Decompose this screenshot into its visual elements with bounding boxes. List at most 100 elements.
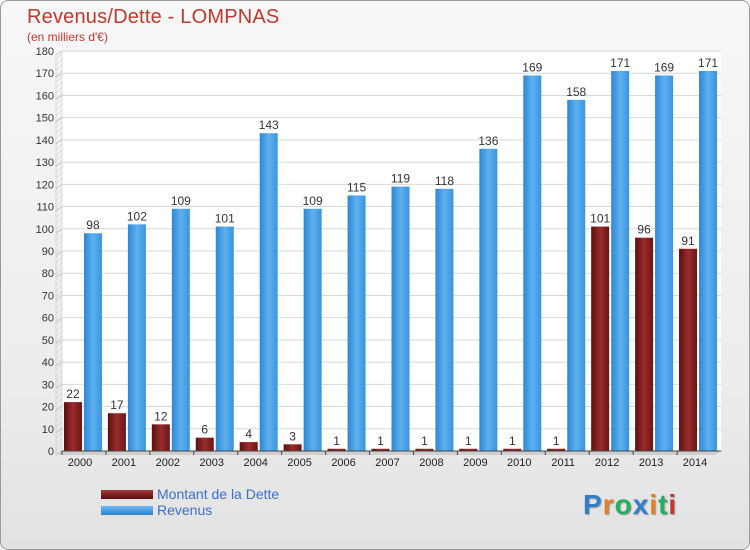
x-tick-label: 2000 [68,457,92,469]
data-label: 1 [553,434,560,448]
logo-letter: x [632,489,650,520]
bar-revenus [391,186,410,452]
bar-dette [327,448,346,451]
logo-letter: i [649,489,659,520]
bar-dette [415,448,434,451]
bar-dette [151,424,170,451]
data-label: 17 [110,398,124,412]
x-tick-label: 2012 [595,457,619,469]
data-label: 101 [215,212,235,226]
gridline-wall [55,139,63,145]
x-tick-label: 2007 [375,457,399,469]
bar-dette [459,448,478,451]
x-tick-label: 2004 [243,457,267,469]
bar-dette [63,402,82,451]
plot-floor [56,451,721,455]
x-tick-label: 2006 [331,457,355,469]
y-tick-label: 140 [36,135,54,147]
gridline-wall [55,272,63,278]
legend-swatch-revenus [101,505,153,515]
proxiti-logo: Proxiti [583,489,677,521]
data-label: 171 [610,56,630,70]
bar-revenus [171,208,190,451]
gridline-wall [55,383,63,389]
bar-revenus [303,208,322,451]
data-label: 1 [333,434,340,448]
data-label: 96 [637,223,651,237]
bar-revenus [127,224,146,451]
y-tick-label: 180 [36,46,54,58]
gridline-wall [55,361,63,367]
gridline-wall [55,95,63,100]
data-label: 1 [509,434,516,448]
chart-subtitle: (en milliers d'€) [27,30,108,44]
x-tick-label: 2008 [419,457,443,469]
data-label: 1 [465,434,472,448]
legend-label-revenus: Revenus [157,502,213,518]
data-label: 6 [201,423,208,437]
bar-dette [503,448,522,451]
data-label: 169 [654,60,674,74]
bar-dette [107,413,126,451]
x-tick-label: 2001 [112,457,136,469]
bar-revenus [259,133,278,451]
bar-dette [283,444,302,451]
x-tick-label: 2013 [639,457,663,469]
bar-revenus [479,148,498,451]
chart-title: Revenus/Dette - LOMPNAS [27,6,280,28]
data-label: 169 [522,60,542,74]
data-label: 158 [566,85,586,99]
data-label: 119 [391,172,410,186]
data-label: 1 [421,434,428,448]
y-tick-label: 80 [42,268,54,280]
data-label: 3 [289,429,296,443]
gridline-wall [55,295,63,300]
bar-dette [679,248,698,451]
bar-dette [239,442,258,451]
gridline-wall [55,317,63,323]
bar-dette [371,448,390,451]
y-tick-label: 20 [42,402,54,414]
gridline-wall [55,250,63,256]
x-tick-label: 2005 [287,457,311,469]
bar-revenus [523,75,542,451]
gridline-wall [55,206,63,211]
y-tick-label: 110 [36,202,54,214]
logo-letter: o [614,489,633,520]
gridline-wall [55,161,63,167]
x-tick-label: 2003 [200,457,224,469]
data-label: 102 [127,209,147,223]
bar-dette [635,237,654,451]
data-label: 4 [245,427,252,441]
x-tick-label: 2011 [551,457,575,469]
legend: Montant de la Dette Revenus [101,486,279,518]
y-tick-label: 130 [36,157,54,169]
x-tick-label: 2009 [463,457,487,469]
y-tick-label: 60 [42,313,54,325]
x-tick-label: 2010 [507,457,531,469]
bar-revenus [655,75,674,451]
data-label: 109 [171,194,191,208]
y-tick-label: 170 [36,68,54,80]
bar-dette [547,448,566,451]
data-label: 115 [347,180,366,194]
gridline-wall [55,72,63,78]
bar-revenus [347,195,366,451]
data-label: 136 [478,134,498,148]
y-tick-label: 10 [42,424,54,436]
bar-revenus [215,226,234,451]
y-tick-label: 70 [42,290,54,302]
legend-swatch-dette [101,489,153,499]
data-label: 118 [435,174,454,188]
data-label: 171 [698,56,718,70]
logo-letter: t [658,489,669,520]
y-tick-label: 120 [36,179,54,191]
gridline-wall [55,339,63,345]
logo-letter: i [668,489,678,520]
logo-letter: P [583,489,603,520]
y-tick-label: 160 [36,90,54,102]
bar-revenus [699,71,718,451]
y-tick-label: 30 [42,379,54,391]
